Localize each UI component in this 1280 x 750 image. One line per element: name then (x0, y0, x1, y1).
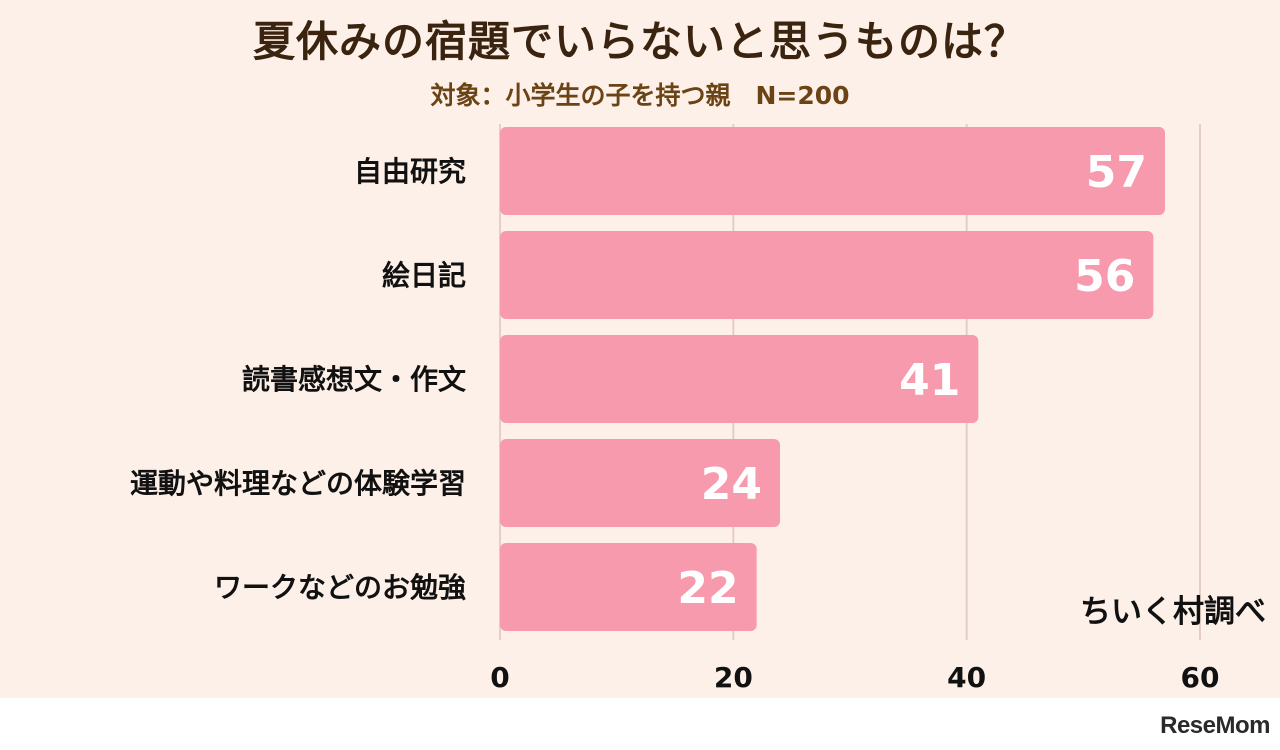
bar-chart: 0 20 40 60 自由研究 57 絵日記 56 読書感想文・作文 41 運動や料理などの体験学習… (130, 124, 1220, 694)
category-label: 読書感想文・作文 (242, 363, 466, 396)
bar (500, 335, 979, 423)
chart-title: 夏休みの宿題でいらないと思うものは？ (252, 17, 1027, 66)
bar (500, 231, 1154, 319)
chart-canvas: 夏休みの宿題でいらないと思うものは？ 対象：小学生の子を持つ親 N=200 0 2… (0, 0, 1280, 698)
category-label: ワークなどのお勉強 (214, 571, 466, 604)
data-label: 57 (1086, 147, 1147, 198)
data-label: 56 (1074, 251, 1135, 302)
resemom-logo: ReseMom (1160, 712, 1270, 739)
category-label: 運動や料理などの体験学習 (130, 467, 466, 500)
bar (500, 127, 1165, 215)
x-tick-label: 20 (714, 661, 753, 694)
source-credit: ちいく村調べ (1080, 594, 1266, 630)
labels: 0 20 40 60 自由研究 57 絵日記 56 読書感想文・作文 41 運動や料理などの体験学習… (130, 147, 1220, 694)
data-label: 24 (701, 459, 762, 510)
data-label: 22 (677, 563, 738, 614)
x-tick-label: 40 (947, 661, 986, 694)
category-label: 絵日記 (382, 259, 466, 292)
chart-subtitle: 対象：小学生の子を持つ親 N=200 (430, 81, 850, 110)
x-tick-label: 0 (490, 661, 509, 694)
bar (500, 439, 780, 527)
data-label: 41 (899, 355, 960, 406)
category-label: 自由研究 (354, 155, 466, 188)
bars (500, 127, 1165, 631)
x-tick-label: 60 (1181, 661, 1220, 694)
bar (500, 543, 757, 631)
